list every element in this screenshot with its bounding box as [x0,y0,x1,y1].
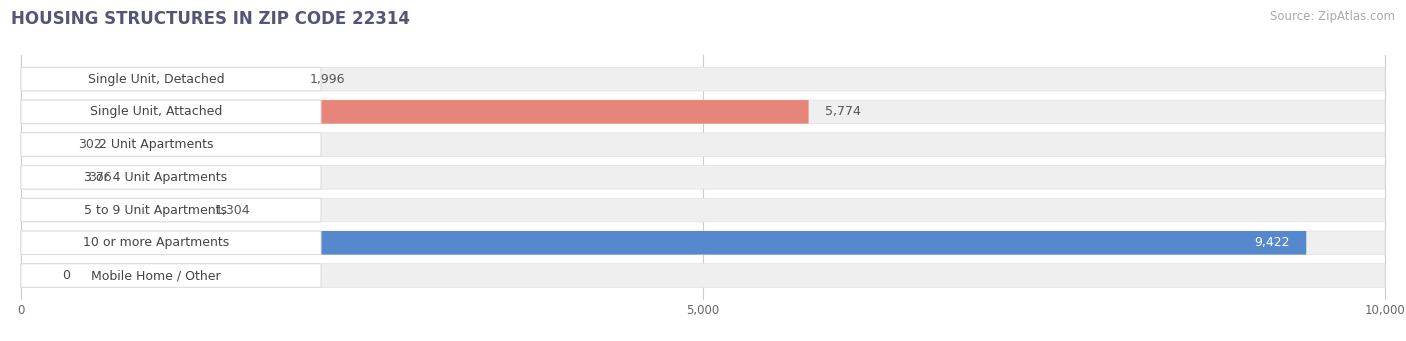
Text: 5,774: 5,774 [825,105,860,118]
Text: HOUSING STRUCTURES IN ZIP CODE 22314: HOUSING STRUCTURES IN ZIP CODE 22314 [11,10,411,28]
FancyBboxPatch shape [21,231,321,255]
FancyBboxPatch shape [21,133,62,157]
FancyBboxPatch shape [21,198,321,222]
Text: Source: ZipAtlas.com: Source: ZipAtlas.com [1270,10,1395,23]
FancyBboxPatch shape [21,264,48,287]
FancyBboxPatch shape [21,67,321,91]
FancyBboxPatch shape [21,133,321,157]
Text: 376: 376 [89,171,112,184]
Text: 5 to 9 Unit Apartments: 5 to 9 Unit Apartments [84,204,228,217]
FancyBboxPatch shape [21,100,1385,124]
FancyBboxPatch shape [21,67,1385,91]
FancyBboxPatch shape [21,165,72,189]
Text: 2 Unit Apartments: 2 Unit Apartments [98,138,214,151]
Text: 302: 302 [79,138,103,151]
FancyBboxPatch shape [21,264,321,287]
Text: 3 or 4 Unit Apartments: 3 or 4 Unit Apartments [84,171,228,184]
FancyBboxPatch shape [21,231,1385,255]
FancyBboxPatch shape [21,100,321,124]
Text: 1,304: 1,304 [215,204,250,217]
FancyBboxPatch shape [21,231,1306,255]
Text: Single Unit, Detached: Single Unit, Detached [87,73,224,86]
FancyBboxPatch shape [21,264,1385,287]
FancyBboxPatch shape [21,198,1385,222]
Text: 0: 0 [62,269,70,282]
FancyBboxPatch shape [21,198,198,222]
Text: 10 or more Apartments: 10 or more Apartments [83,236,229,249]
Text: 1,996: 1,996 [309,73,344,86]
FancyBboxPatch shape [21,165,321,189]
Text: Mobile Home / Other: Mobile Home / Other [91,269,221,282]
FancyBboxPatch shape [21,67,294,91]
FancyBboxPatch shape [21,100,808,124]
Text: Single Unit, Attached: Single Unit, Attached [90,105,222,118]
Text: 9,422: 9,422 [1254,236,1289,249]
FancyBboxPatch shape [21,165,1385,189]
FancyBboxPatch shape [21,133,1385,157]
